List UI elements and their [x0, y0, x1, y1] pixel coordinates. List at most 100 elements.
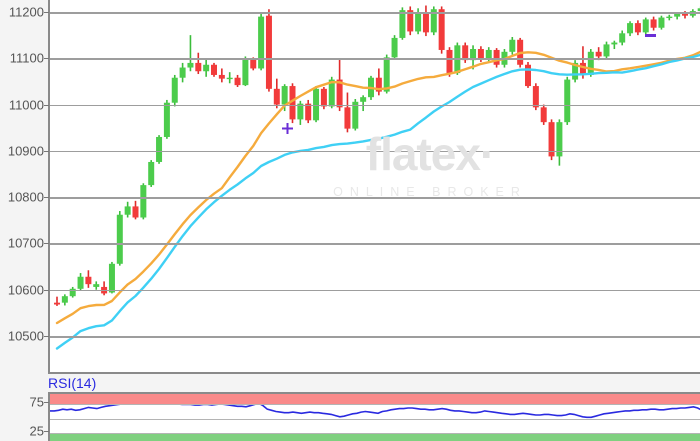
candle-body[interactable]: [548, 122, 555, 157]
candle-body[interactable]: [658, 17, 665, 28]
candle-body[interactable]: [61, 296, 68, 303]
candle-body[interactable]: [211, 64, 217, 75]
price-axis-tick: [44, 336, 49, 337]
candle-body[interactable]: [627, 23, 634, 34]
candle-body[interactable]: [642, 19, 649, 33]
candle-body[interactable]: [430, 9, 437, 33]
rsi-y-axis: 75 25: [0, 392, 44, 441]
candle-body[interactable]: [603, 44, 610, 57]
candle-body[interactable]: [579, 62, 586, 75]
candle-body[interactable]: [171, 77, 178, 103]
candle-body[interactable]: [69, 288, 76, 297]
candle-body[interactable]: [116, 214, 123, 264]
candle-body[interactable]: [493, 49, 500, 65]
candle-body[interactable]: [422, 12, 429, 33]
candle-body[interactable]: [375, 77, 382, 92]
candle-body[interactable]: [674, 13, 681, 17]
candle-body[interactable]: [218, 74, 225, 79]
candle-body[interactable]: [148, 161, 155, 186]
candle-body[interactable]: [250, 59, 257, 69]
candle-body[interactable]: [532, 86, 539, 108]
price-axis-tick: [44, 58, 49, 60]
candle-body[interactable]: [650, 19, 657, 28]
candle-body[interactable]: [446, 49, 453, 74]
candle-body[interactable]: [328, 79, 335, 107]
price-axis-label: 11000: [8, 97, 44, 113]
crosshair-plus-marker[interactable]: [282, 123, 293, 134]
rsi-oversold-band: [50, 433, 700, 441]
candle-body[interactable]: [509, 39, 516, 52]
candle-body[interactable]: [234, 77, 241, 86]
candle-body[interactable]: [477, 49, 484, 60]
price-chart-panel[interactable]: flatex· ONLINE BROKER: [48, 0, 700, 374]
price-axis-tick: [44, 12, 49, 13]
candle-body[interactable]: [407, 10, 414, 32]
gridline: [50, 243, 700, 245]
candle-body[interactable]: [320, 88, 327, 107]
candle-body[interactable]: [462, 45, 469, 61]
rsi-overbought-band: [50, 394, 700, 404]
rsi-axis-tick: [44, 401, 49, 403]
candle-body[interactable]: [203, 64, 210, 72]
candle-body[interactable]: [305, 103, 312, 121]
candle-body[interactable]: [697, 8, 700, 12]
candle-body[interactable]: [540, 107, 547, 123]
candle-body[interactable]: [156, 136, 163, 162]
candle-body[interactable]: [297, 103, 304, 120]
price-axis-tick: [44, 197, 49, 199]
candle-body[interactable]: [470, 49, 477, 61]
candle-body[interactable]: [273, 88, 280, 105]
candle-body[interactable]: [360, 97, 367, 102]
candle-body[interactable]: [666, 16, 673, 19]
candle-body[interactable]: [179, 67, 186, 78]
gridline: [50, 150, 700, 153]
candle-body[interactable]: [258, 16, 265, 69]
candle-body[interactable]: [132, 206, 139, 218]
candle-body[interactable]: [572, 62, 579, 80]
candle-body[interactable]: [556, 122, 563, 157]
candle-body[interactable]: [344, 107, 351, 129]
candle-body[interactable]: [140, 185, 147, 218]
candle-body[interactable]: [187, 62, 194, 68]
rsi-gridline: [50, 433, 700, 435]
rsi-indicator-label[interactable]: RSI(14): [48, 375, 97, 391]
candle-body[interactable]: [415, 12, 422, 32]
price-axis-label: 10900: [7, 143, 44, 159]
candle-body[interactable]: [564, 79, 571, 123]
price-dash-marker[interactable]: [645, 33, 656, 37]
candle-body[interactable]: [163, 102, 170, 137]
candlestick-series: [54, 5, 700, 350]
candle-body[interactable]: [611, 42, 618, 45]
candle-body[interactable]: [336, 79, 343, 108]
candle-body[interactable]: [682, 13, 688, 16]
candle-body[interactable]: [391, 37, 398, 58]
moving-average-line: [55, 53, 700, 350]
candle-body[interactable]: [281, 86, 288, 105]
candle-body[interactable]: [108, 263, 115, 293]
candle-body[interactable]: [619, 33, 626, 43]
rsi-gridline: [50, 418, 700, 420]
gridline: [50, 104, 700, 107]
candle-body[interactable]: [242, 59, 249, 86]
candle-body[interactable]: [226, 77, 233, 80]
candle-body[interactable]: [634, 23, 641, 33]
price-axis-tick: [44, 150, 49, 152]
candle-body[interactable]: [399, 10, 406, 38]
candle-body[interactable]: [595, 51, 602, 57]
candle-body[interactable]: [485, 49, 492, 60]
candle-body[interactable]: [525, 64, 531, 87]
candle-body[interactable]: [93, 284, 100, 287]
candle-body[interactable]: [587, 51, 594, 75]
candle-body[interactable]: [289, 86, 296, 120]
candle-body[interactable]: [195, 62, 202, 72]
candle-body[interactable]: [77, 276, 84, 289]
candle-body[interactable]: [54, 302, 60, 305]
candle-body[interactable]: [85, 276, 92, 285]
rsi-axis-tick: [44, 431, 49, 433]
candle-body[interactable]: [383, 57, 390, 92]
candle-body[interactable]: [265, 15, 272, 89]
candle-body[interactable]: [124, 206, 131, 215]
candle-body[interactable]: [352, 101, 359, 129]
candle-body[interactable]: [438, 9, 445, 50]
rsi-chart-panel[interactable]: [48, 392, 700, 441]
